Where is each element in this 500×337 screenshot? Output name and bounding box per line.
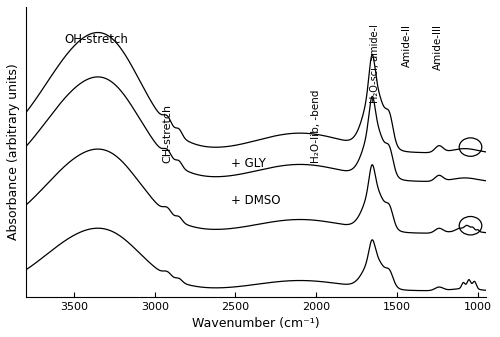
Text: OH-stretch: OH-stretch (64, 32, 128, 45)
Text: H₂O-lib, -bend: H₂O-lib, -bend (311, 89, 321, 163)
Text: CH-stretch: CH-stretch (162, 103, 172, 163)
Text: H₂O-sci, amide-I: H₂O-sci, amide-I (370, 24, 380, 103)
Text: + DMSO: + DMSO (230, 193, 280, 207)
X-axis label: Wavenumber (cm⁻¹): Wavenumber (cm⁻¹) (192, 317, 320, 330)
Y-axis label: Absorbance (arbitrary units): Absorbance (arbitrary units) (7, 63, 20, 240)
Text: Amide-III: Amide-III (433, 24, 443, 70)
Text: + GLY: + GLY (230, 157, 266, 170)
Text: Amide-II: Amide-II (402, 24, 411, 67)
